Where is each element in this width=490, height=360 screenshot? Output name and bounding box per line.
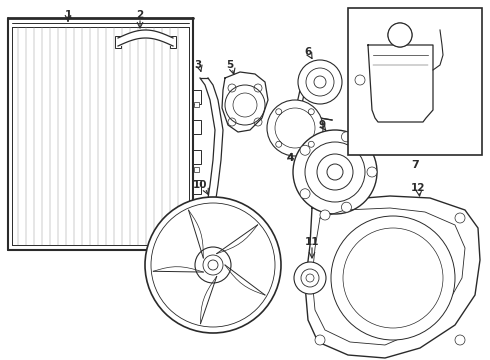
Circle shape — [455, 335, 465, 345]
Text: 2: 2 — [136, 10, 144, 20]
Text: 12: 12 — [411, 183, 425, 193]
Bar — [365, 117, 383, 135]
Bar — [194, 102, 199, 107]
Text: 4: 4 — [286, 153, 294, 163]
Polygon shape — [305, 196, 480, 358]
Circle shape — [388, 23, 412, 47]
Text: 3: 3 — [195, 60, 201, 70]
Circle shape — [267, 100, 323, 156]
Bar — [193, 120, 201, 134]
Circle shape — [300, 145, 310, 155]
Circle shape — [342, 202, 351, 212]
Circle shape — [367, 167, 377, 177]
Bar — [193, 150, 201, 164]
Polygon shape — [368, 45, 433, 122]
Circle shape — [331, 216, 455, 340]
Bar — [193, 180, 201, 194]
Circle shape — [293, 130, 377, 214]
Circle shape — [388, 23, 412, 47]
Bar — [348, 8, 482, 155]
Text: 10: 10 — [193, 180, 207, 190]
Polygon shape — [312, 208, 465, 345]
Bar — [194, 167, 199, 172]
Bar — [170, 36, 176, 48]
Text: 11: 11 — [305, 237, 319, 247]
Circle shape — [320, 210, 330, 220]
Bar — [193, 90, 201, 104]
Circle shape — [455, 213, 465, 223]
Text: 7: 7 — [411, 160, 419, 170]
Text: 5: 5 — [226, 60, 234, 70]
Polygon shape — [222, 72, 268, 132]
Bar — [115, 36, 121, 48]
Circle shape — [300, 189, 310, 199]
Text: 6: 6 — [304, 47, 312, 57]
Circle shape — [145, 197, 281, 333]
Circle shape — [342, 132, 351, 142]
Text: 8: 8 — [367, 15, 374, 25]
Text: 1: 1 — [64, 10, 72, 20]
Circle shape — [298, 60, 342, 104]
Text: 9: 9 — [318, 120, 325, 130]
Circle shape — [315, 335, 325, 345]
Circle shape — [294, 262, 326, 294]
